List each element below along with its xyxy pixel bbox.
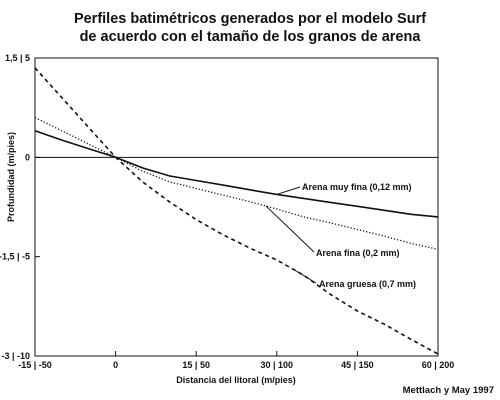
y-tick-label: 0 <box>25 152 30 162</box>
annotation-layer: Arena muy fina (0,12 mm) Arena fina (0,2 … <box>265 182 416 289</box>
annotation-label: Arena fina (0,2 mm) <box>316 248 400 258</box>
y-axis-ticks: 1,5 | 5 0 -1,5 | -5 -3 | -10 <box>0 53 40 361</box>
x-axis-ticks: -15 | -50 0 15 | 50 30 | 100 45 | 150 60 | 20… <box>18 351 454 370</box>
y-axis-label: Profundidad (m/pies) <box>6 132 16 222</box>
annotation-leader-line <box>265 205 315 253</box>
chart-title: Perfiles batimétricos generados por el m… <box>0 10 500 46</box>
x-tick-label: 0 <box>113 360 118 370</box>
x-tick-label: 60 | 200 <box>422 360 455 370</box>
chart-title-line-1: Perfiles batimétricos generados por el m… <box>73 11 427 27</box>
annotation-label: Arena gruesa (0,7 mm) <box>319 279 416 289</box>
x-tick-label: 15 | 50 <box>182 360 210 370</box>
x-axis-label: Distancia del litoral (m/pies) <box>176 375 296 385</box>
source-credit: Mettlach y May 1997 <box>402 385 494 396</box>
chart-title-line-2: de acuerdo con el tamaño de los granos d… <box>79 29 421 45</box>
y-tick-label: 1,5 | 5 <box>5 53 30 63</box>
x-tick-label: -15 | -50 <box>18 360 52 370</box>
y-tick-label: -1,5 | -5 <box>0 252 30 262</box>
annotation-leader-line <box>292 268 317 284</box>
y-tick-label: -3 | -10 <box>1 351 30 361</box>
annotation-label: Arena muy fina (0,12 mm) <box>302 182 412 192</box>
series-layer <box>34 67 439 355</box>
series-line-1 <box>34 130 439 218</box>
x-tick-label: 30 | 100 <box>261 360 294 370</box>
plot-frame <box>34 57 439 357</box>
series-line-2 <box>34 117 439 251</box>
annotation-leader-line <box>276 186 301 195</box>
x-tick-label: 45 | 150 <box>341 360 374 370</box>
series-line-3 <box>34 67 439 355</box>
